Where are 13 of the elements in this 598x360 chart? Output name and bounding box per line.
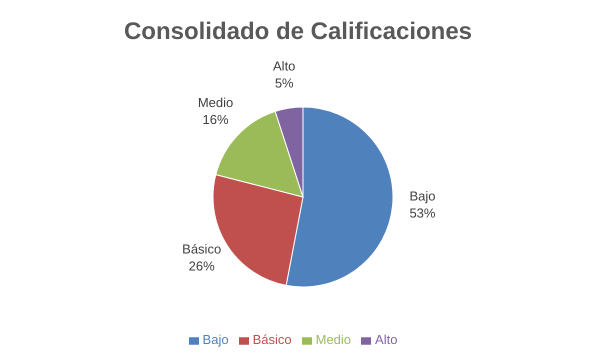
chart-title: Consolidado de Calificaciones (122, 17, 474, 47)
data-label: 53% (409, 205, 436, 220)
slice-label: Medio (198, 94, 234, 110)
slice-label: Alto (273, 58, 296, 74)
slice-label: Básico (182, 241, 222, 256)
legend-label: Básico (252, 332, 292, 347)
slice-label: Bajo (409, 188, 436, 204)
legend-label: Alto (375, 332, 398, 347)
data-label: 5% (274, 75, 294, 90)
legend-label: Bajo (202, 332, 229, 347)
data-label: 16% (202, 112, 229, 127)
legend-label: Medio (316, 332, 352, 347)
data-label: 26% (188, 258, 216, 274)
